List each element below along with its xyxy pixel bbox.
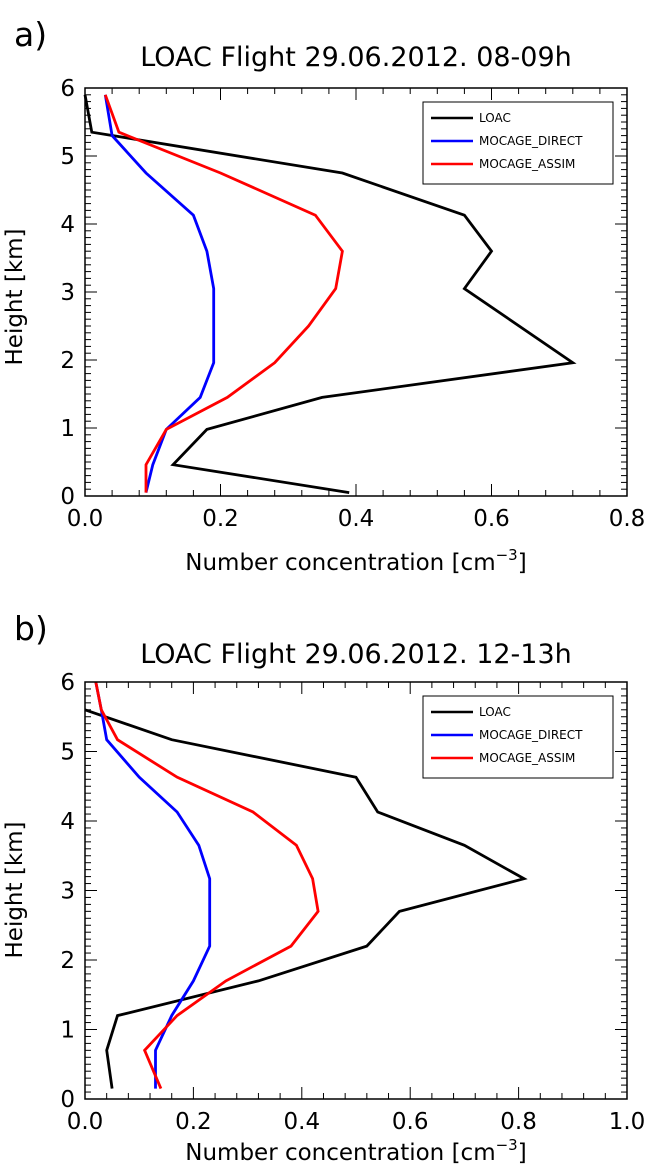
series-line-loac — [83, 94, 577, 494]
x-tick-label: 0.2 — [202, 506, 239, 532]
y-tick-label: 0 — [60, 1087, 75, 1113]
y-tick-label: 6 — [60, 670, 75, 696]
x-tick-label: 0.2 — [175, 1109, 212, 1135]
legend-label-loac: LOAC — [479, 111, 511, 125]
x-tick-label: 1.0 — [609, 1109, 646, 1135]
x-tick-label: 0.6 — [473, 506, 510, 532]
axes-ticks-a: 0.0 0.2 0.4 0.6 0.8 0 1 2 3 4 5 6 — [60, 76, 645, 532]
x-axis-label-sup-b: −3 — [496, 1136, 518, 1154]
y-axis-label-a: Height [km] — [2, 228, 28, 365]
legend-label-mocage-assim: MOCAGE_ASSIM — [479, 157, 575, 171]
legend-label-mocage-direct: MOCAGE_DIRECT — [479, 134, 583, 148]
x-axis-label-a: Number concentration [cm−3] — [185, 546, 526, 576]
panel-label-b: b) — [14, 609, 48, 648]
legend-label-mocage-assim: MOCAGE_ASSIM — [479, 751, 575, 765]
y-tick-label: 6 — [60, 76, 75, 102]
series-line-mocage-assim — [103, 94, 344, 493]
legend-b: LOAC MOCAGE_DIRECT MOCAGE_ASSIM — [422, 695, 614, 779]
panel-label-a: a) — [14, 15, 47, 54]
y-tick-label: 3 — [60, 879, 75, 905]
panel-b: b) LOAC Flight 29.06.2012. 12-13h 0.0 0.2… — [2, 609, 645, 1166]
legend-a: LOAC MOCAGE_DIRECT MOCAGE_ASSIM — [422, 101, 614, 185]
x-axis-label-b: Number concentration [cm−3] — [185, 1136, 526, 1166]
series-line-loac — [84, 708, 528, 1089]
legend-label-mocage-direct: MOCAGE_DIRECT — [479, 728, 583, 742]
y-tick-label: 4 — [60, 212, 75, 238]
y-tick-label: 4 — [60, 809, 75, 835]
chart-title-a: LOAC Flight 29.06.2012. 08-09h — [140, 42, 572, 73]
y-tick-label: 5 — [60, 740, 75, 766]
x-axis-label-text-b: Number concentration [cm — [185, 1140, 495, 1166]
y-tick-label: 0 — [60, 484, 75, 510]
x-axis-label-sup-a: −3 — [496, 546, 518, 564]
chart-title-b: LOAC Flight 29.06.2012. 12-13h — [140, 639, 572, 670]
x-tick-label: 0.8 — [500, 1109, 537, 1135]
series-lines-b — [84, 681, 528, 1090]
y-tick-label: 1 — [60, 1018, 75, 1044]
x-tick-label: 0.4 — [284, 1109, 321, 1135]
series-line-mocage-direct — [103, 94, 216, 493]
x-axis-label-text-a: Number concentration [cm — [185, 550, 495, 576]
plot-frame-a — [84, 87, 628, 497]
x-tick-label: 0.6 — [392, 1109, 429, 1135]
legend-label-loac: LOAC — [479, 705, 511, 719]
series-line-mocage-assim — [94, 681, 320, 1090]
legend-box-a — [422, 101, 614, 185]
y-tick-label: 1 — [60, 416, 75, 442]
y-tick-label: 3 — [60, 280, 75, 306]
x-tick-label: 0.0 — [67, 506, 104, 532]
x-tick-label: 0.8 — [609, 506, 646, 532]
y-axis-label-b: Height [km] — [2, 821, 28, 958]
y-tick-label: 2 — [60, 348, 75, 374]
x-axis-label-end-a: ] — [518, 550, 527, 576]
legend-box-b — [422, 695, 614, 779]
panel-a: a) LOAC Flight 29.06.2012. 08-09h 0.0 0.2… — [2, 15, 645, 576]
plot-frame-b — [84, 681, 628, 1100]
series-line-mocage-direct — [94, 681, 212, 1089]
y-tick-label: 2 — [60, 948, 75, 974]
x-tick-label: 0.4 — [338, 506, 375, 532]
series-lines-a — [83, 94, 577, 494]
y-tick-label: 5 — [60, 144, 75, 170]
x-tick-label: 0.0 — [67, 1109, 104, 1135]
x-axis-label-end-b: ] — [518, 1140, 527, 1166]
